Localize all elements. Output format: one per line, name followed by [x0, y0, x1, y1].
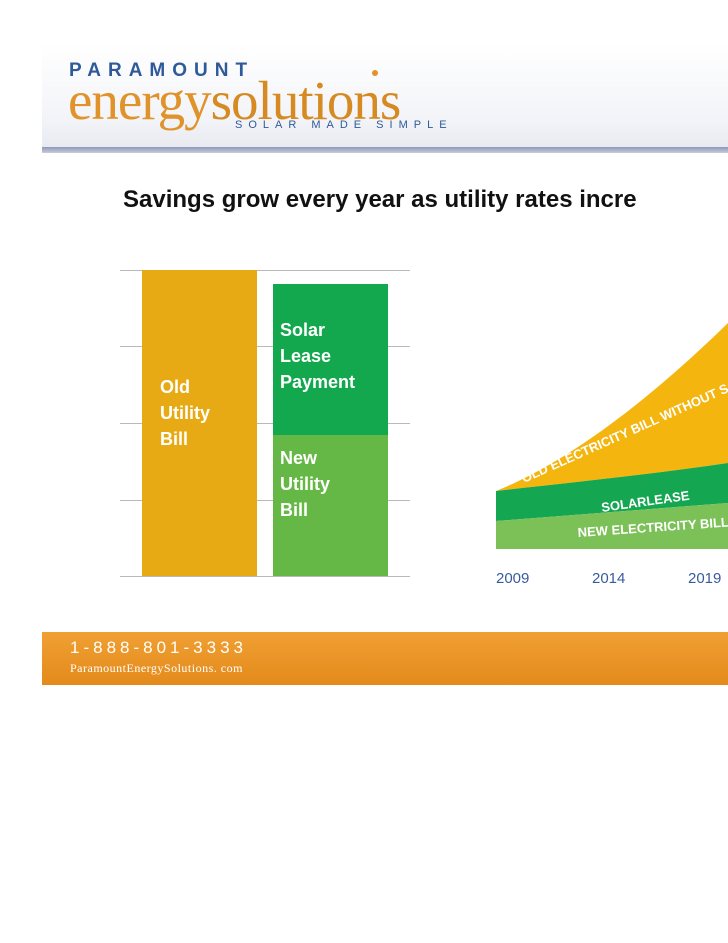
bill-comparison-graphic: Old Utility Bill Solar Lease Payment New… — [120, 268, 412, 580]
new-bill-bar — [273, 435, 388, 576]
gridline — [120, 423, 410, 424]
slide-title: Savings grow every year as utility rates… — [123, 186, 637, 213]
year-label: 2019 — [688, 570, 721, 587]
logo-dot — [372, 70, 378, 76]
old-bill-label: Old Utility Bill — [160, 377, 211, 449]
header: PARAMOUNT energysolutions SOLAR MADE SIM… — [42, 43, 728, 151]
gridline — [120, 576, 410, 577]
year-label: 2009 — [496, 570, 529, 587]
year-label: 2014 — [592, 570, 625, 587]
new-bill-label: New Utility Bill — [280, 448, 331, 520]
gridline — [120, 500, 410, 501]
logo-solutions-text: solutions — [210, 70, 402, 131]
old-bill-bar — [142, 270, 257, 576]
footer: 1-888-801-3333 ParamountEnergySolutions.… — [42, 632, 728, 685]
logo-tagline: SOLAR MADE SIMPLE — [235, 119, 453, 131]
website-url: ParamountEnergySolutions. com — [70, 661, 243, 675]
new-bill-area — [496, 503, 728, 549]
solarlease-area — [496, 463, 728, 521]
solar-lease-bar — [273, 284, 388, 435]
logo: energysolutions — [68, 70, 402, 131]
gridline — [120, 270, 410, 271]
gridline — [120, 346, 410, 347]
solar-lease-label: Solar Lease Payment — [280, 320, 356, 392]
phone-number: 1-888-801-3333 — [70, 638, 247, 657]
header-divider — [42, 147, 728, 153]
savings-growth-graphic: OLD ELECTRICITY BILL WITHOUT S SOLARLEAS… — [496, 323, 728, 587]
logo-paramount-text: PARAMOUNT — [69, 60, 255, 81]
slide: PARAMOUNT energysolutions SOLAR MADE SIM… — [42, 43, 728, 685]
old-bill-area — [496, 323, 728, 491]
logo-energy-text: energy — [68, 70, 212, 131]
